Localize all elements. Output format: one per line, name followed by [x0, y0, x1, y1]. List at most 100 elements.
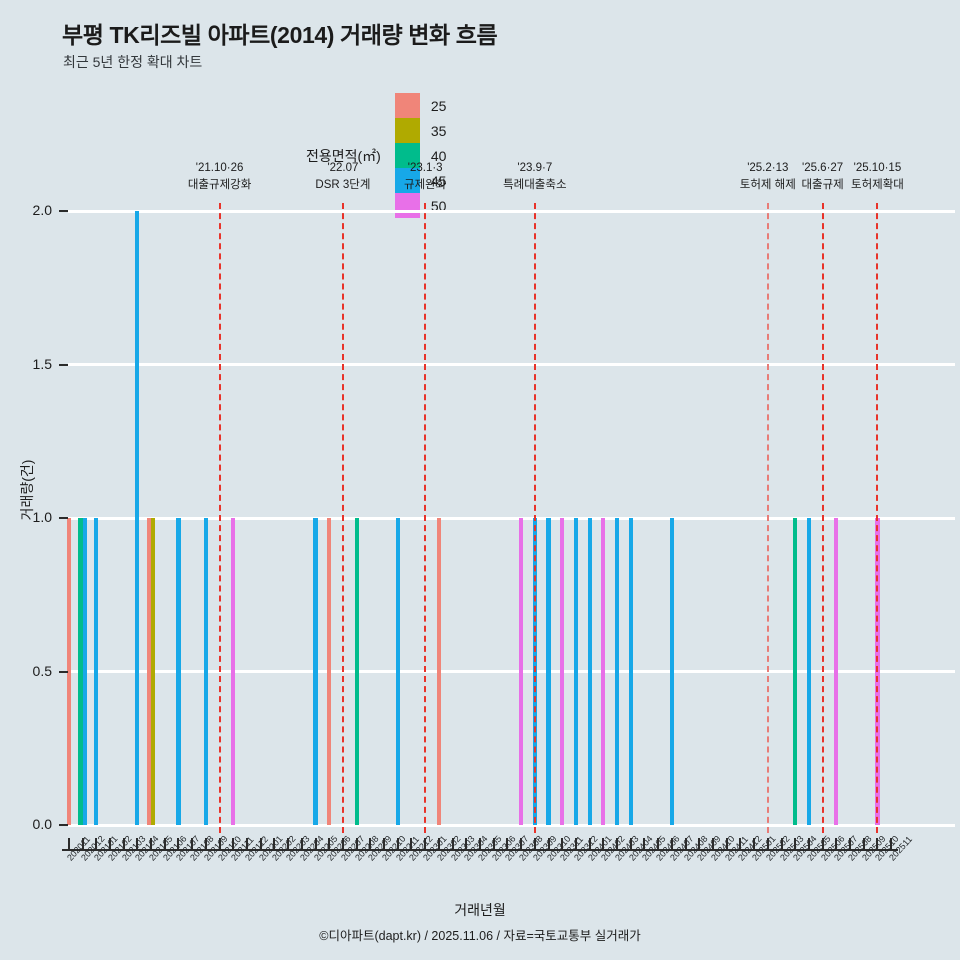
y-axis-title: 거래량(건) — [19, 459, 35, 521]
event-line-202309 — [533, 203, 536, 833]
event-text: 토허제 해제 — [739, 178, 796, 191]
bar[interactable] — [628, 518, 633, 825]
x-tick-202502 — [766, 838, 769, 851]
x-tick-202104 — [136, 838, 139, 851]
x-tick-202410 — [711, 838, 714, 851]
x-tick-202202 — [273, 838, 276, 851]
legend-swatch-45 — [394, 168, 420, 193]
event-text: 대출규제강화 — [187, 178, 252, 191]
bar[interactable] — [573, 518, 579, 825]
bar[interactable] — [793, 518, 798, 825]
x-tick-202303 — [451, 838, 454, 851]
x-tick-202301 — [424, 838, 427, 851]
x-tick-202307 — [506, 838, 509, 851]
bar[interactable] — [327, 518, 332, 825]
legend-swatch-40 — [394, 143, 420, 168]
x-tick-202308 — [520, 838, 523, 851]
x-tick-202108 — [191, 838, 194, 851]
bar[interactable] — [519, 518, 524, 825]
page-title: 부평 TK리즈빌 아파트(2014) 거래량 변화 흐름 — [62, 22, 498, 48]
x-tick-202507 — [835, 838, 838, 851]
event-date: '22.07 — [327, 162, 359, 174]
x-tick-202107 — [177, 838, 180, 851]
x-tick-202505 — [807, 838, 810, 851]
legend-label-40: 40 — [430, 147, 447, 164]
x-tick-202404 — [629, 838, 632, 851]
event-text: 특례대출축소 — [503, 178, 567, 191]
bar[interactable] — [231, 518, 236, 825]
bar[interactable] — [560, 518, 565, 825]
x-tick-202509 — [862, 838, 865, 851]
x-tick-202102 — [108, 838, 111, 851]
y-tick-1.5 — [59, 363, 68, 366]
bar[interactable] — [614, 518, 620, 825]
gridline-1.5 — [68, 363, 955, 366]
legend-item-35[interactable]: 35 — [394, 118, 469, 143]
x-tick-202409 — [698, 838, 701, 851]
x-tick-202403 — [616, 838, 619, 851]
bar[interactable] — [354, 518, 359, 825]
x-tick-202501 — [753, 838, 756, 851]
event-label-202301: '23.1·3 규제완화 — [365, 160, 485, 193]
gridline-0.0 — [68, 823, 955, 827]
bar[interactable] — [669, 518, 674, 825]
event-label-202110: '21.10·26 대출규제강화 — [160, 160, 280, 193]
x-tick-202305 — [479, 838, 481, 851]
bar[interactable] — [806, 518, 811, 825]
legend-title: 전용면적(㎡) — [306, 147, 381, 164]
legend-label-45: 45 — [430, 172, 447, 189]
x-tick-202506 — [821, 838, 824, 851]
y-tick-1.0 — [59, 517, 68, 519]
legend-swatch-25 — [394, 93, 420, 118]
y-tick-0.5 — [59, 670, 68, 673]
x-tick-202406 — [657, 838, 660, 851]
bar[interactable] — [395, 518, 400, 825]
bar[interactable] — [587, 518, 592, 825]
x-tick-202311 — [561, 838, 564, 851]
bar[interactable] — [151, 518, 156, 825]
legend-item-45[interactable]: 45 — [394, 168, 469, 193]
event-line-202502 — [766, 203, 769, 833]
bar[interactable] — [146, 518, 152, 825]
x-tick-202112 — [246, 838, 249, 851]
x-tick-202407 — [670, 838, 673, 851]
bar[interactable] — [313, 518, 318, 825]
bar[interactable] — [135, 211, 140, 825]
x-tick-202206 — [328, 838, 331, 851]
legend-item-40[interactable]: 40 — [394, 143, 469, 168]
legend-label-35: 35 — [430, 122, 447, 139]
legend-label-25: 25 — [430, 97, 447, 114]
event-label-202510: '25.10·15 토허제확대 — [817, 160, 937, 193]
y-tick-label-1.5: 1.5 — [32, 355, 52, 372]
bar[interactable] — [78, 518, 83, 825]
bar[interactable] — [203, 518, 208, 825]
y-tick-0.0 — [59, 824, 68, 826]
bar[interactable] — [546, 518, 551, 825]
bar[interactable] — [66, 518, 71, 825]
legend: 전용면적(㎡) 25 35 40 45 50 — [306, 93, 468, 218]
x-tick-202211 — [396, 838, 399, 851]
x-tick-202504 — [794, 838, 797, 851]
event-label-202506: '25.6·27 대출규제 — [763, 160, 883, 193]
bar[interactable] — [436, 518, 441, 825]
legend-item-25[interactable]: 25 — [394, 93, 469, 118]
x-tick-202508 — [849, 838, 852, 851]
x-tick-202212 — [410, 838, 413, 851]
bar[interactable] — [82, 518, 87, 825]
bar[interactable] — [176, 518, 181, 825]
x-tick-202304 — [465, 838, 468, 851]
event-line-202207 — [341, 203, 344, 833]
x-tick-202510 — [876, 838, 879, 851]
y-tick-label-0.5: 0.5 — [32, 662, 52, 679]
legend-item-50[interactable]: 50 — [394, 193, 469, 218]
y-tick-label-0.0: 0.0 — [32, 816, 52, 832]
x-axis-title: 거래년월 — [454, 902, 506, 918]
bar[interactable] — [834, 518, 839, 825]
event-label-202207: '22.07 DSR 3단계 — [283, 160, 403, 193]
bar[interactable] — [94, 518, 99, 825]
x-tick-202401 — [588, 838, 591, 851]
x-tick-202103 — [122, 838, 125, 851]
x-tick-202408 — [684, 838, 687, 851]
bar[interactable] — [601, 518, 606, 825]
